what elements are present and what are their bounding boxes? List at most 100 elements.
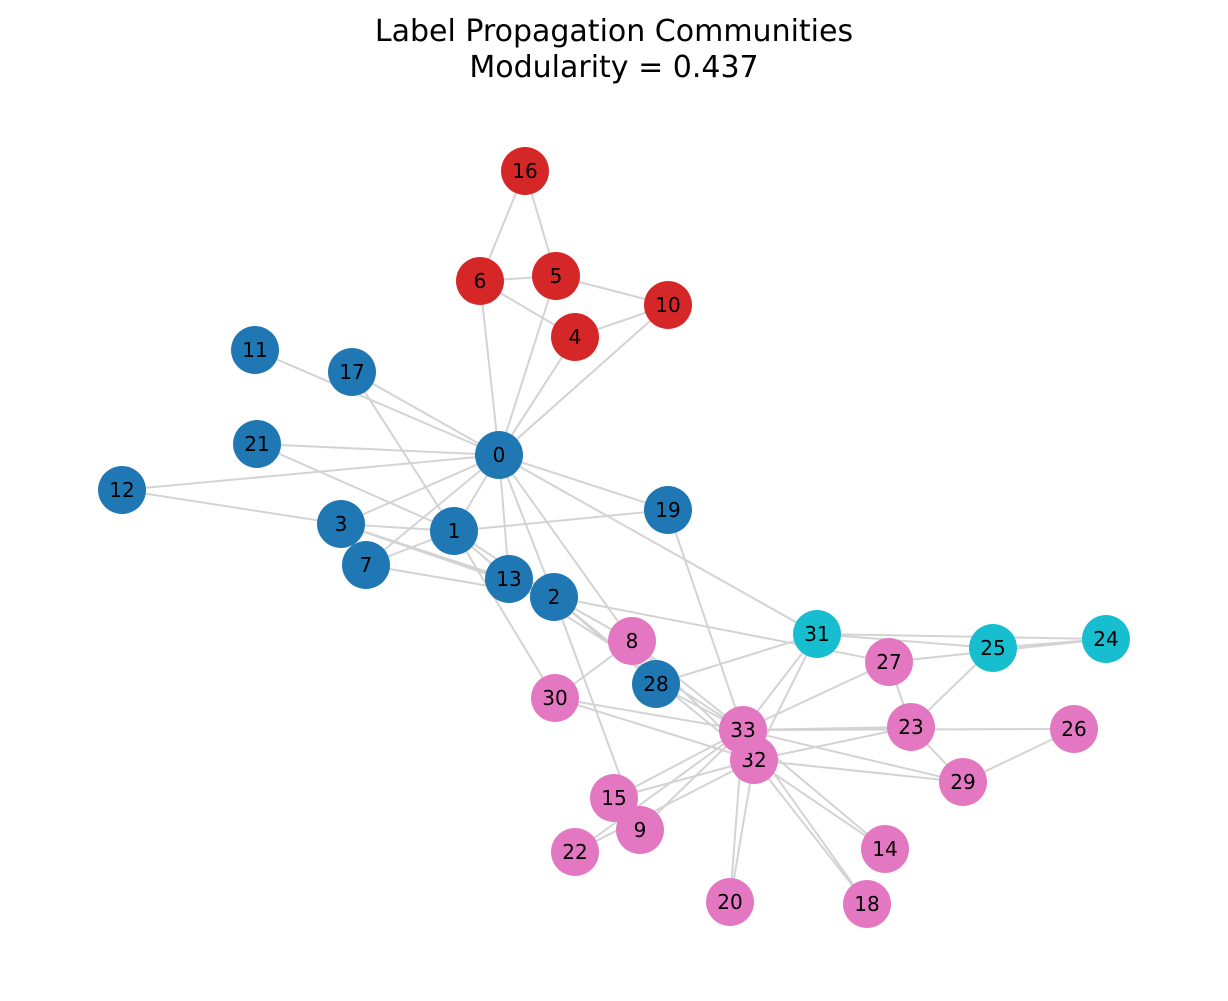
node-2: 2 <box>530 573 578 621</box>
edge-30-33 <box>554 697 744 731</box>
node-31: 31 <box>793 610 841 658</box>
title-line-1: Label Propagation Communities <box>374 14 854 49</box>
node-circle-28 <box>632 660 680 708</box>
node-16: 16 <box>501 147 549 195</box>
edge-20-32 <box>729 759 755 903</box>
node-14: 14 <box>861 825 909 873</box>
node-label-11: 11 <box>242 338 267 362</box>
node-22: 22 <box>551 828 599 876</box>
node-18: 18 <box>843 880 891 928</box>
edge-0-31 <box>498 454 818 635</box>
node-1: 1 <box>430 507 478 555</box>
edge-1-19 <box>453 509 669 532</box>
node-circle-22 <box>551 828 599 876</box>
node-13: 13 <box>485 555 533 603</box>
edge-30-32 <box>554 697 755 761</box>
node-circle-27 <box>865 638 913 686</box>
edge-18-32 <box>753 759 868 905</box>
node-label-0: 0 <box>493 443 506 467</box>
node-20: 20 <box>706 878 754 926</box>
node-21: 21 <box>233 420 281 468</box>
edge-22-32 <box>574 759 755 853</box>
node-circle-19 <box>644 486 692 534</box>
node-11: 11 <box>231 326 279 374</box>
node-label-6: 6 <box>474 269 487 293</box>
node-30: 30 <box>531 674 579 722</box>
edge-3-13 <box>340 523 510 580</box>
node-circle-13 <box>485 555 533 603</box>
node-4: 4 <box>551 313 599 361</box>
chart-title: Label Propagation Communities Modularity… <box>0 14 1228 86</box>
node-23: 23 <box>887 703 935 751</box>
node-circle-16 <box>501 147 549 195</box>
node-circle-4 <box>551 313 599 361</box>
node-label-15: 15 <box>601 786 626 810</box>
node-25: 25 <box>969 624 1017 672</box>
node-17: 17 <box>328 348 376 396</box>
node-circle-33 <box>719 706 767 754</box>
node-label-7: 7 <box>360 553 373 577</box>
node-circle-8 <box>608 617 656 665</box>
edge-0-6 <box>479 280 500 456</box>
node-label-29: 29 <box>950 770 975 794</box>
nodes-layer: 0123456789101112131415161718192021222324… <box>98 147 1130 928</box>
edge-0-21 <box>256 443 500 456</box>
node-label-33: 33 <box>730 718 755 742</box>
node-24: 24 <box>1082 615 1130 663</box>
edge-19-33 <box>667 509 744 731</box>
node-label-19: 19 <box>655 498 680 522</box>
node-8: 8 <box>608 617 656 665</box>
node-label-24: 24 <box>1093 627 1118 651</box>
node-circle-2 <box>530 573 578 621</box>
node-label-20: 20 <box>717 890 742 914</box>
node-circle-26 <box>1050 705 1098 753</box>
node-33: 33 <box>719 706 767 754</box>
edge-29-32 <box>753 759 964 783</box>
node-circle-10 <box>644 281 692 329</box>
node-label-2: 2 <box>548 585 561 609</box>
edge-15-32 <box>613 759 755 799</box>
node-circle-11 <box>231 326 279 374</box>
edge-29-33 <box>742 729 964 783</box>
edge-0-3 <box>340 454 500 525</box>
node-label-12: 12 <box>109 478 134 502</box>
node-label-9: 9 <box>634 818 647 842</box>
node-7: 7 <box>342 541 390 589</box>
edge-28-31 <box>655 633 818 685</box>
node-circle-21 <box>233 420 281 468</box>
node-28: 28 <box>632 660 680 708</box>
node-6: 6 <box>456 257 504 305</box>
node-19: 19 <box>644 486 692 534</box>
node-circle-5 <box>532 252 580 300</box>
node-circle-31 <box>793 610 841 658</box>
node-0: 0 <box>475 431 523 479</box>
node-circle-30 <box>531 674 579 722</box>
node-label-22: 22 <box>562 840 587 864</box>
edge-0-5 <box>498 275 557 456</box>
node-label-1: 1 <box>448 519 461 543</box>
node-label-18: 18 <box>854 892 879 916</box>
node-circle-18 <box>843 880 891 928</box>
edge-0-7 <box>365 454 500 566</box>
edge-0-8 <box>498 454 633 642</box>
node-circle-6 <box>456 257 504 305</box>
node-label-16: 16 <box>512 159 537 183</box>
node-label-28: 28 <box>643 672 668 696</box>
node-circle-1 <box>430 507 478 555</box>
node-circle-25 <box>969 624 1017 672</box>
node-15: 15 <box>590 774 638 822</box>
edge-0-19 <box>498 454 669 511</box>
node-label-3: 3 <box>335 512 348 536</box>
node-label-13: 13 <box>496 567 521 591</box>
node-5: 5 <box>532 252 580 300</box>
edge-1-17 <box>351 371 455 532</box>
node-circle-14 <box>861 825 909 873</box>
edge-1-21 <box>256 443 455 532</box>
title-line-2: Modularity = 0.437 <box>469 50 759 85</box>
node-circle-17 <box>328 348 376 396</box>
node-circle-3 <box>317 500 365 548</box>
node-label-10: 10 <box>655 293 680 317</box>
node-circle-7 <box>342 541 390 589</box>
node-9: 9 <box>616 806 664 854</box>
node-circle-0 <box>475 431 523 479</box>
